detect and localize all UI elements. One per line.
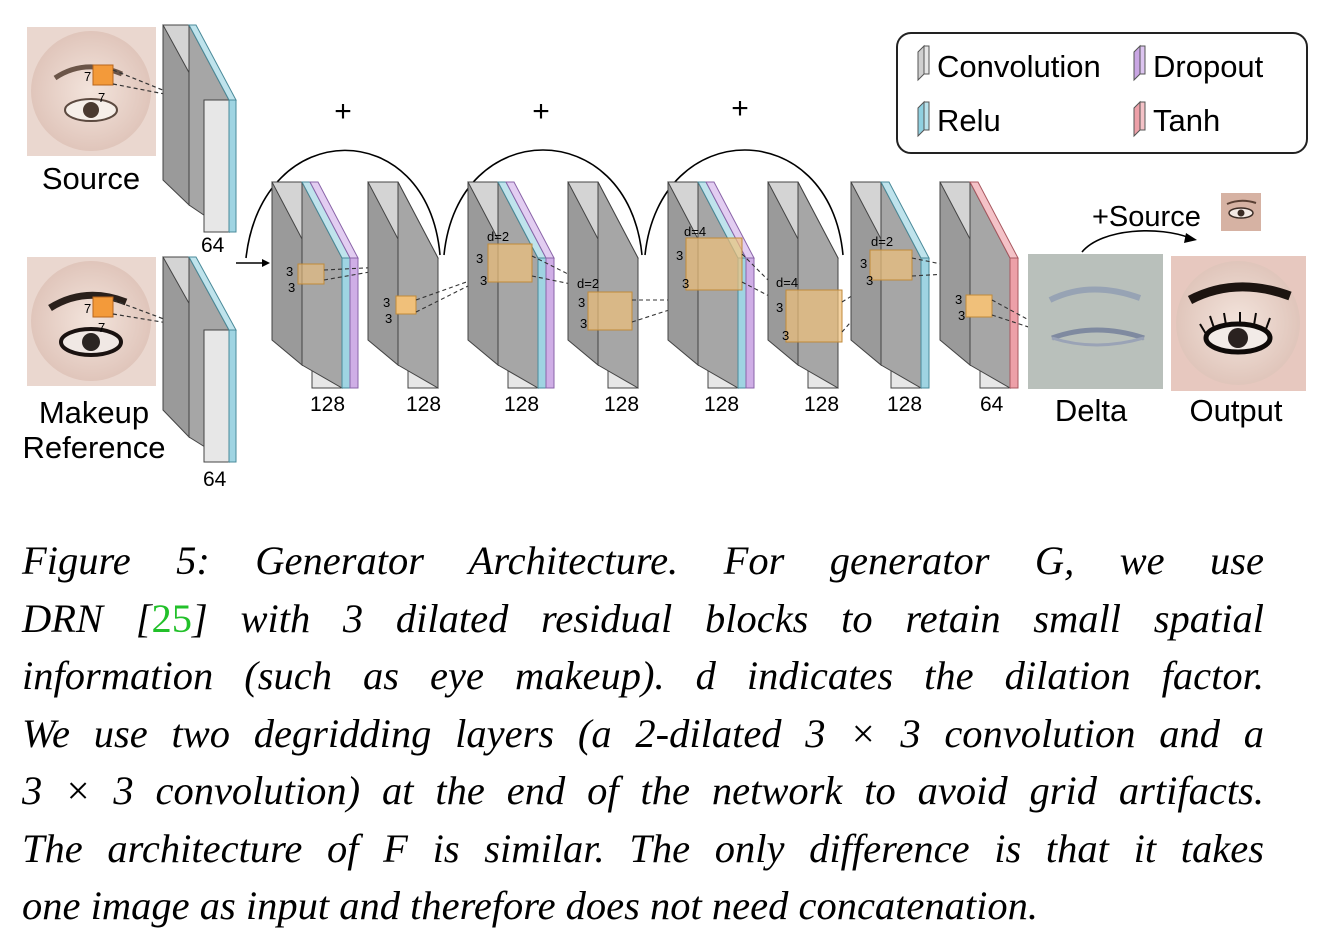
source-label: Source	[42, 161, 140, 196]
makeup-kernel-side: 7	[98, 320, 105, 335]
legend-dropout-label: Dropout	[1153, 49, 1264, 84]
makeup-channels: 64	[203, 468, 227, 491]
caption-line-3: information (such as eye makeup). d indi…	[22, 653, 1264, 698]
source-kernel-side: 7	[98, 90, 105, 105]
source-kernel-top: 7	[84, 69, 91, 84]
add-source-connection	[1081, 230, 1197, 253]
output-label: Output	[1189, 393, 1282, 428]
legend-tanh-label: Tanh	[1153, 103, 1220, 138]
kernel-label-5a: 3	[676, 248, 683, 263]
kernel-label-3b: 3	[480, 273, 487, 288]
output-image	[1171, 256, 1306, 391]
caption-line-6: The architecture of F is similar. The on…	[22, 825, 1264, 871]
kernel-label-8a: 3	[955, 292, 962, 307]
kernel-label-6a: 3	[776, 300, 783, 315]
channels-7: 128	[887, 393, 922, 416]
channels-5: 128	[704, 393, 739, 416]
channels-1: 128	[310, 393, 345, 416]
kernel-label-4a: 3	[578, 295, 585, 310]
caption-drn-suffix: ]	[191, 595, 208, 641]
skip-connection-arcs	[245, 149, 844, 259]
makeup-label-line2: Reference	[22, 430, 165, 465]
makeup-conv-block	[162, 256, 237, 463]
makeup-label-line1: Makeup	[39, 395, 149, 430]
dilation-label-4: d=4	[776, 275, 798, 290]
legend-box: Convolution Dropout Relu Tanh	[896, 32, 1308, 154]
caption-line-2: DRN [25] with 3 dilated residual blocks …	[22, 590, 1264, 648]
layer-block-4	[567, 181, 701, 389]
kernel-label-7b: 3	[866, 273, 873, 288]
caption-line-7: one image as input and therefore does no…	[22, 883, 1039, 928]
figure-caption: Figure 5: Generator Architecture. For ge…	[22, 532, 1264, 935]
layer-block-1	[271, 181, 405, 389]
channels-4: 128	[604, 393, 639, 416]
channels-2: 128	[406, 393, 441, 416]
kernel-label-2b: 3	[385, 311, 392, 326]
legend-relu-swatch	[917, 100, 930, 138]
layer-block-6	[767, 181, 901, 389]
plus-sign-3: +	[731, 92, 749, 125]
delta-image	[1028, 254, 1163, 389]
kernel-label-4b: 3	[580, 316, 587, 331]
dilation-label-5: d=2	[871, 234, 893, 249]
architecture-diagram: Convolution Dropout Relu Tanh 7 7 Source	[22, 24, 1308, 491]
kernel-label-5b: 3	[682, 276, 689, 291]
source-image: 7 7	[27, 27, 181, 156]
kernel-label-1a: 3	[286, 264, 293, 279]
legend-convolution-swatch	[917, 44, 930, 82]
legend-relu-label: Relu	[937, 103, 1001, 138]
delta-label: Delta	[1055, 393, 1128, 428]
makeup-kernel-top: 7	[84, 301, 91, 316]
legend-convolution-label: Convolution	[937, 49, 1101, 84]
caption-line-5: 3 × 3 convolution) at the end of the net…	[22, 768, 1264, 813]
channels-3: 128	[504, 393, 539, 416]
caption-line-2-text: with 3 dilated residual blocks to retain…	[240, 595, 1264, 641]
kernel-label-7a: 3	[860, 256, 867, 271]
layer-block-8	[939, 181, 1063, 389]
caption-line-1: Figure 5: Generator Architecture. For ge…	[22, 538, 1264, 583]
legend-tanh-swatch	[1133, 100, 1146, 138]
plus-sign-2: +	[532, 95, 550, 128]
kernel-label-8b: 3	[958, 308, 965, 323]
concat-arrow	[236, 259, 270, 267]
kernel-label-1b: 3	[288, 280, 295, 295]
layer-block-2	[367, 181, 501, 389]
dilation-label-2: d=2	[577, 276, 599, 291]
citation-link[interactable]: 25	[151, 595, 192, 641]
caption-line-4: We use two degridding layers (a 2-dilate…	[22, 710, 1264, 756]
makeup-reference-image: 7 7	[27, 257, 181, 386]
dilation-label-1: d=2	[487, 229, 509, 244]
layer-block-3	[467, 181, 601, 389]
legend-dropout-swatch	[1133, 44, 1146, 82]
plus-sign-1: +	[334, 95, 352, 128]
channels-8: 64	[980, 393, 1004, 416]
dilation-label-3: d=4	[684, 224, 706, 239]
kernel-label-6b: 3	[782, 328, 789, 343]
source-channels: 64	[201, 234, 225, 257]
plus-source-label: +Source	[1092, 201, 1201, 233]
source-thumbnail	[1221, 193, 1261, 231]
kernel-label-2a: 3	[383, 295, 390, 310]
source-conv-block	[162, 24, 237, 233]
kernel-label-3a: 3	[476, 251, 483, 266]
layer-block-7	[850, 181, 981, 389]
channels-6: 128	[804, 393, 839, 416]
caption-drn-prefix: DRN [	[22, 595, 152, 641]
layer-block-5	[667, 181, 801, 389]
